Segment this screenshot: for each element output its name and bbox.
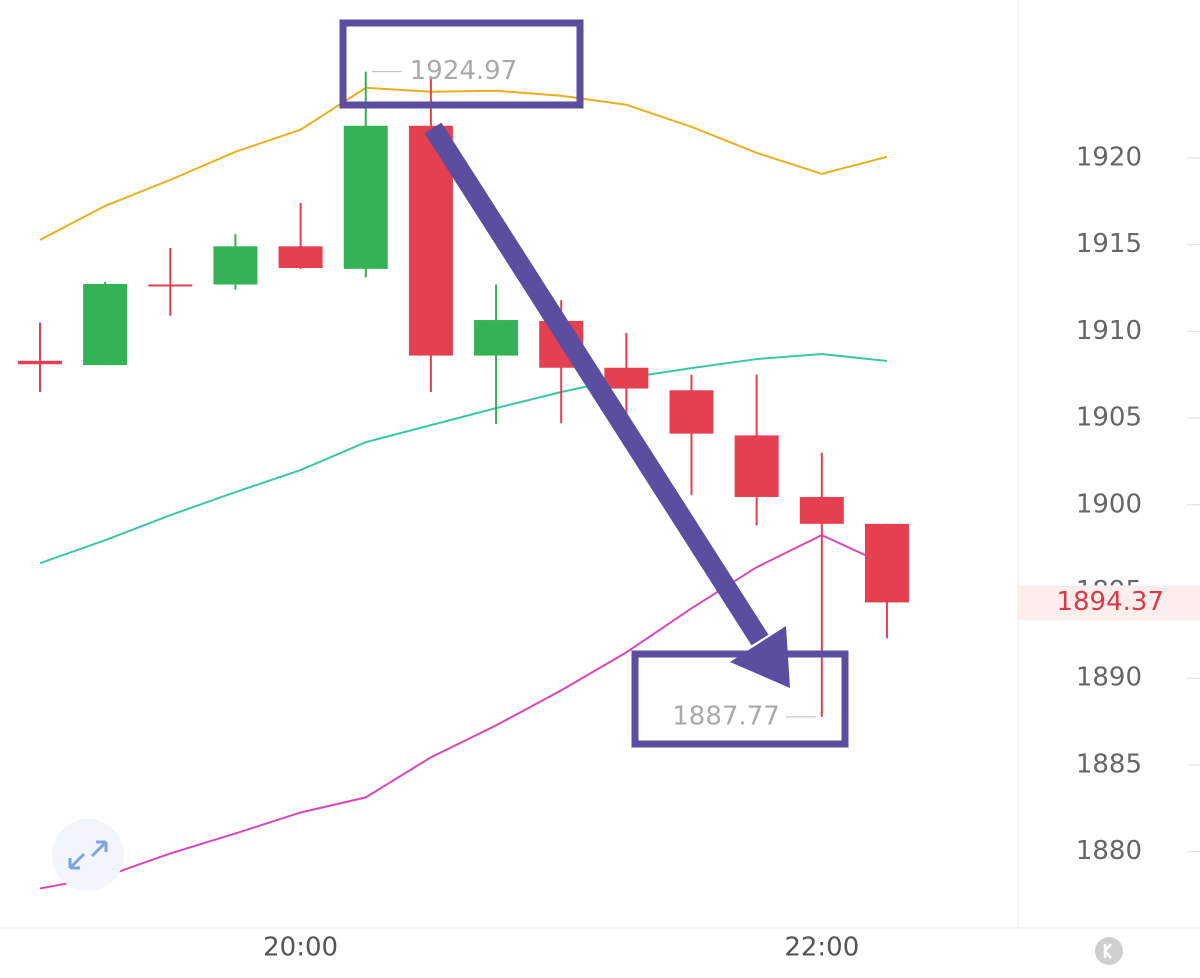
price-tag	[1018, 585, 1200, 621]
max-label: 1924.97	[410, 56, 518, 86]
arrow-shaft	[424, 122, 769, 646]
plot: 18801885189018951900190519101915192020:0…	[18, 71, 1200, 963]
candle-body	[734, 435, 779, 497]
min-label: 1887.77	[672, 701, 780, 731]
y-tick-label: 1900	[1076, 489, 1142, 519]
candle-body	[864, 523, 909, 603]
x-tick-label: 20:00	[263, 933, 338, 963]
candle-body	[278, 246, 323, 268]
band-line	[39, 353, 888, 565]
candle-body	[18, 360, 62, 365]
band-line	[39, 534, 888, 890]
expand-button[interactable]	[52, 819, 124, 891]
y-tick-label: 1880	[1076, 836, 1142, 866]
highlight-box	[631, 650, 849, 748]
y-tick-label: 1915	[1076, 229, 1142, 259]
y-tick-label: 1905	[1076, 403, 1142, 433]
band-line	[39, 86, 888, 241]
k-button[interactable]	[1095, 937, 1123, 965]
highlight-box	[339, 19, 584, 109]
current-price: 1894.37	[1056, 587, 1164, 617]
candle-body	[83, 283, 128, 366]
candle-body	[669, 390, 714, 434]
x-tick-label: 22:00	[784, 933, 859, 963]
candle-body	[343, 125, 388, 269]
candle-body	[148, 284, 193, 287]
overlay: 1924.97 1887.77 1894.37	[371, 56, 1200, 731]
k-icon	[1103, 943, 1112, 959]
candle-body	[799, 496, 844, 524]
y-tick-label: 1885	[1076, 749, 1142, 779]
candle-body	[474, 320, 519, 356]
candle-body	[604, 367, 649, 389]
y-tick-label: 1910	[1076, 316, 1142, 346]
candle-body	[213, 246, 258, 285]
y-tick-label: 1890	[1076, 663, 1142, 693]
arrow-head	[730, 626, 790, 688]
expand-icon	[68, 840, 108, 870]
y-tick-label: 1920	[1076, 142, 1142, 172]
